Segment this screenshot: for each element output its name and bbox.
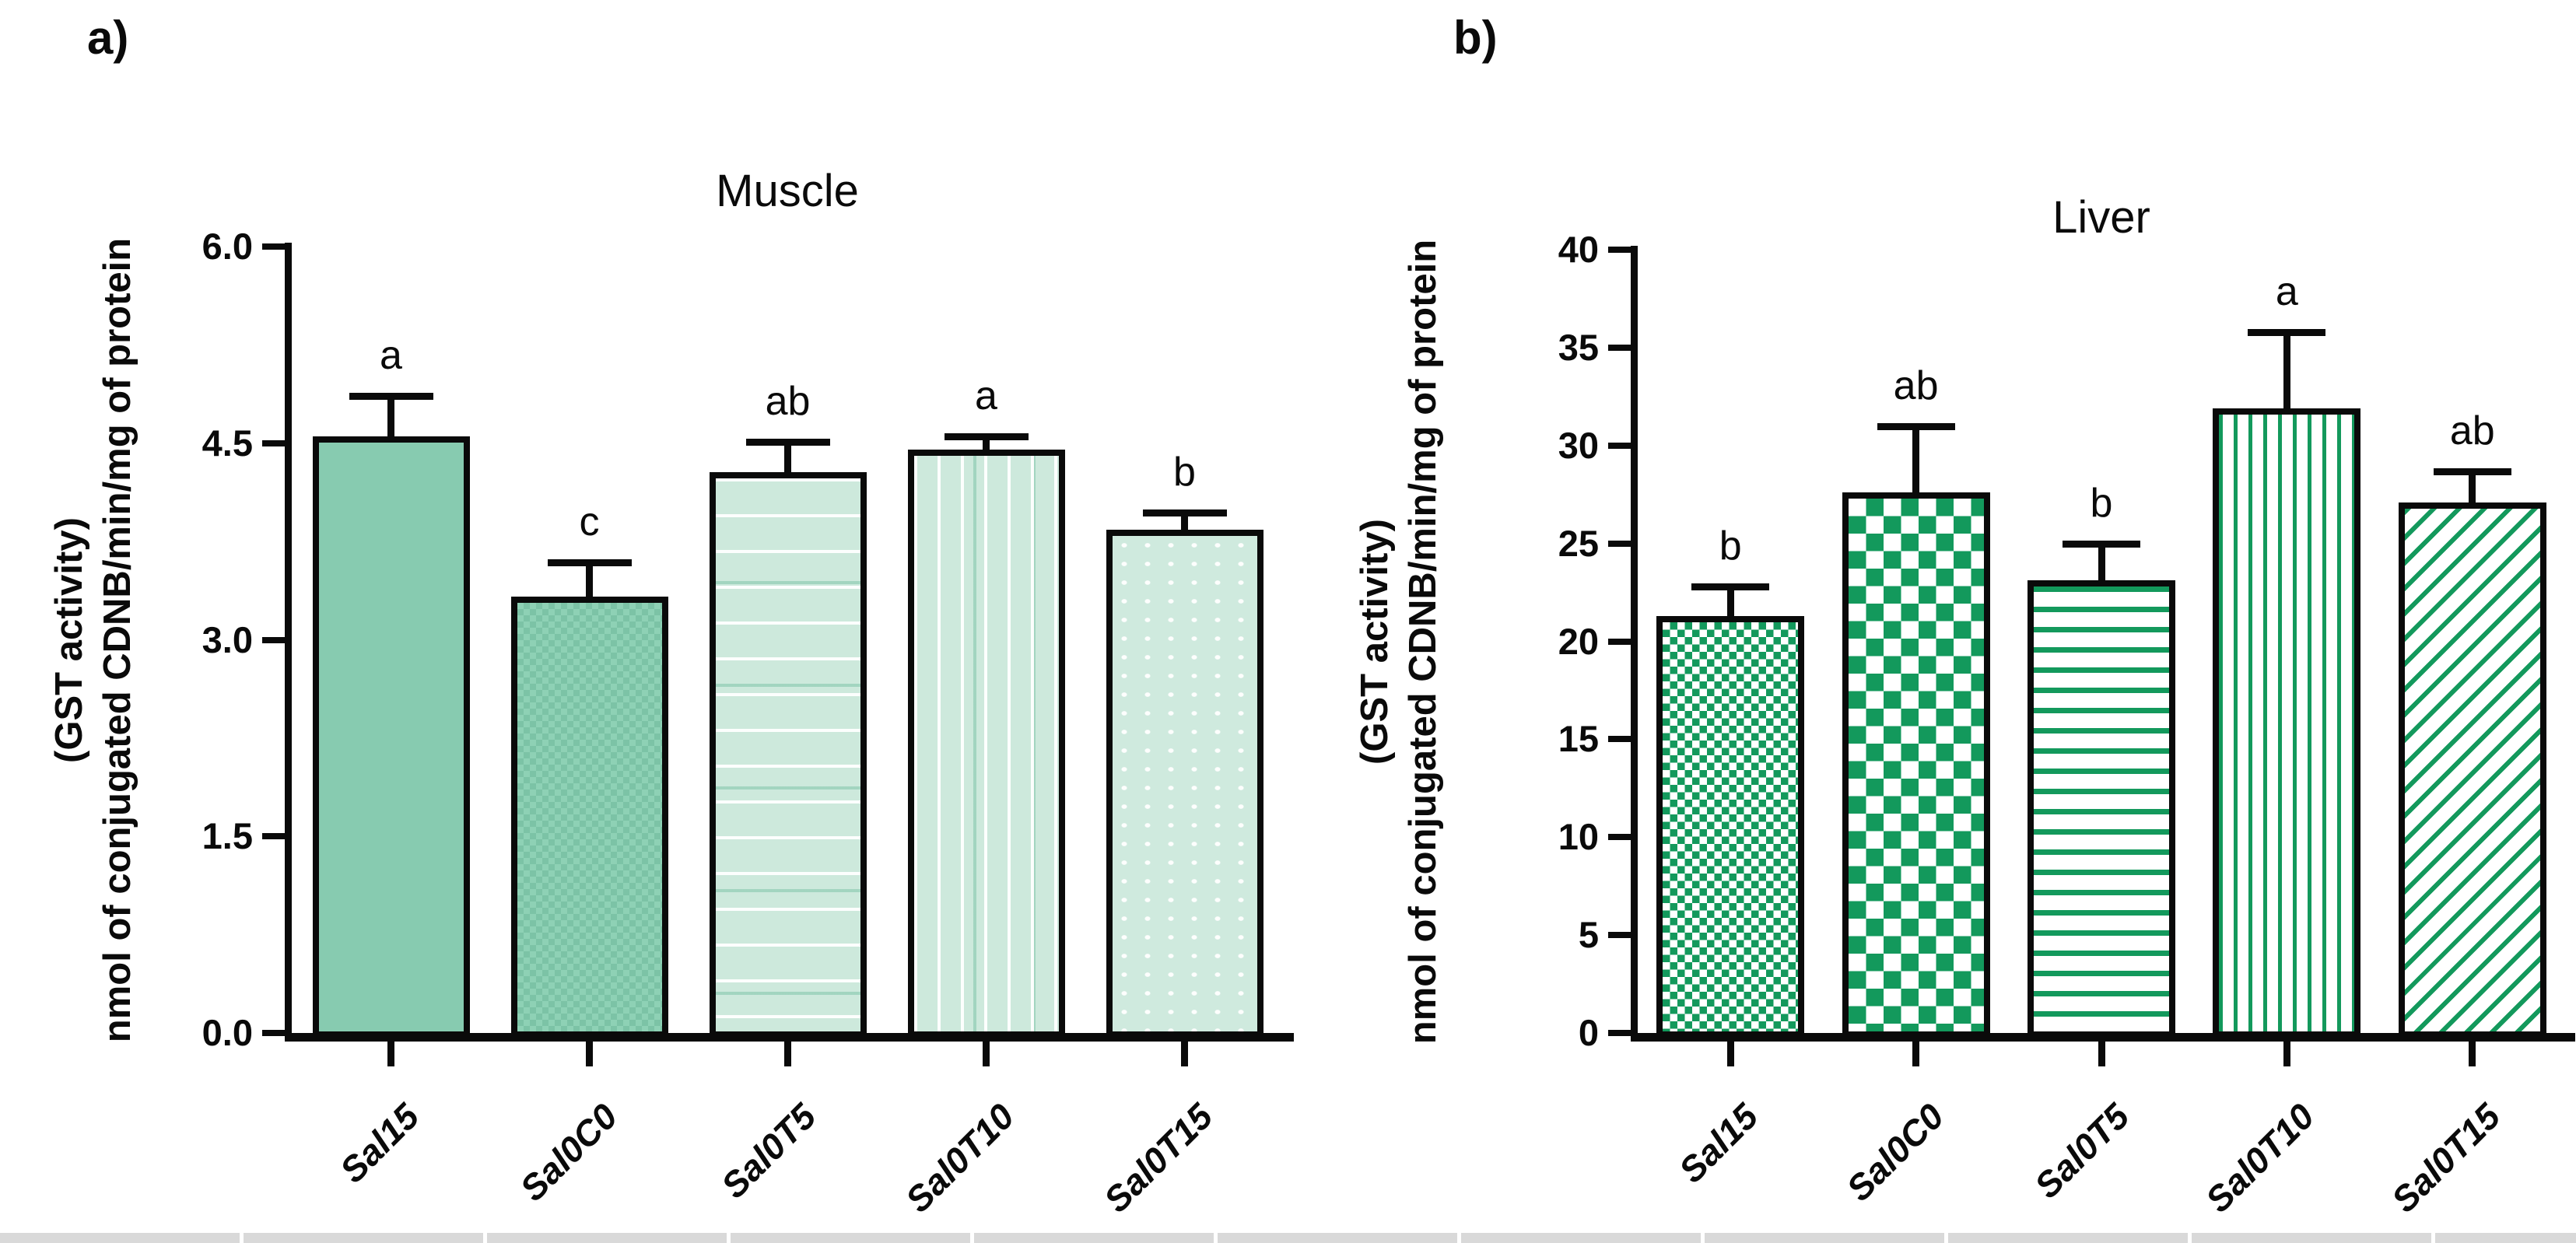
y-axis-line — [285, 243, 292, 1042]
error-bar-cap — [547, 559, 632, 567]
x-tick-label: Sal0C0 — [1838, 1095, 1952, 1209]
x-tick-mark — [784, 1042, 791, 1066]
y-tick-label: 3.0 — [202, 618, 253, 660]
sig-letter: c — [579, 499, 600, 545]
y-axis-label: (GST activity) nmol of conjugated CDNB/mi… — [1351, 19, 1450, 1243]
y-tick-mark — [262, 439, 286, 446]
sig-letter: b — [2090, 480, 2113, 526]
error-bar-cap — [944, 433, 1029, 441]
y-tick-label: 4.5 — [202, 422, 253, 464]
x-tick-label: Sal0T5 — [713, 1095, 823, 1206]
bar — [1106, 529, 1263, 1038]
y-tick-label: 10 — [1558, 816, 1599, 858]
y-axis-label-line: nmol of conjugated CDNB/min/mg of protei… — [1402, 239, 1444, 1044]
y-tick-mark — [1608, 442, 1631, 449]
y-axis-label-line: (GST activity) — [48, 516, 90, 763]
sig-letter: ab — [1893, 362, 1939, 408]
y-tick-label: 30 — [1558, 424, 1599, 466]
y-tick-label: 5 — [1578, 914, 1599, 956]
sig-letter: b — [1173, 450, 1196, 495]
bar — [1656, 615, 1805, 1038]
x-tick-mark — [983, 1042, 990, 1066]
bar — [312, 436, 470, 1038]
bar — [2398, 502, 2546, 1038]
x-tick-mark — [1726, 1042, 1734, 1066]
x-tick-label: Sal15 — [331, 1095, 426, 1191]
error-bar-cap — [2063, 540, 2140, 548]
x-tick-label: Sal15 — [1670, 1095, 1766, 1191]
y-tick-label: 15 — [1558, 718, 1599, 760]
x-tick-label: Sal0T15 — [2383, 1095, 2508, 1220]
bar — [907, 450, 1065, 1038]
panel-letter: b) — [1453, 12, 1498, 64]
y-tick-mark — [262, 1030, 286, 1036]
error-bar-stem — [387, 400, 394, 468]
sig-letter: ab — [765, 379, 811, 425]
y-tick-label: 0.0 — [202, 1012, 253, 1053]
bar — [709, 471, 867, 1038]
bar — [2028, 580, 2175, 1038]
y-tick-label: 20 — [1558, 620, 1599, 662]
x-tick-mark — [2283, 1042, 2290, 1066]
error-bar-cap — [349, 393, 433, 401]
x-tick-mark — [2098, 1042, 2105, 1066]
sig-letter: b — [1719, 523, 1742, 569]
chart-title: Liver — [2052, 192, 2150, 243]
error-bar-cap — [1877, 422, 1955, 430]
x-tick-mark — [2469, 1042, 2476, 1066]
x-tick-mark — [1912, 1042, 1920, 1066]
error-bar-cap — [1142, 509, 1227, 517]
y-tick-mark — [262, 833, 286, 840]
error-bar-cap — [745, 439, 830, 446]
x-tick-mark — [387, 1042, 394, 1066]
y-tick-mark — [1608, 638, 1631, 645]
error-bar-stem — [2283, 335, 2290, 439]
y-tick-label: 0 — [1578, 1012, 1599, 1053]
bar — [2213, 408, 2361, 1038]
y-tick-mark — [262, 636, 286, 643]
y-tick-mark — [1608, 932, 1631, 939]
x-tick-label: Sal0T15 — [1095, 1095, 1220, 1220]
y-tick-mark — [1608, 834, 1631, 841]
chart-title: Muscle — [716, 166, 859, 216]
y-axis-label-line: (GST activity) — [1354, 518, 1396, 765]
y-tick-mark — [1608, 247, 1631, 253]
sig-letter: a — [975, 373, 997, 419]
page-bottom-strip — [0, 1233, 2576, 1243]
y-tick-label: 1.5 — [202, 815, 253, 857]
x-tick-mark — [1181, 1042, 1188, 1066]
y-tick-mark — [262, 243, 286, 250]
panel-letter: a) — [87, 12, 129, 64]
x-tick-mark — [586, 1042, 593, 1066]
y-tick-label: 40 — [1558, 229, 1599, 270]
sig-letter: a — [380, 333, 402, 379]
error-bar-stem — [2098, 547, 2105, 612]
y-tick-label: 6.0 — [202, 226, 253, 267]
y-tick-label: 35 — [1558, 326, 1599, 368]
y-tick-mark — [1608, 1030, 1631, 1036]
y-tick-mark — [1608, 540, 1631, 547]
y-axis-line — [1631, 246, 1638, 1042]
sig-letter: a — [2275, 268, 2298, 314]
y-tick-label: 25 — [1558, 522, 1599, 564]
x-tick-label: Sal0C0 — [511, 1095, 625, 1209]
error-bar-cap — [2433, 467, 2511, 475]
error-bar-stem — [1912, 429, 1920, 524]
bar — [1842, 492, 1990, 1038]
error-bar-cap — [2248, 328, 2326, 336]
y-tick-mark — [1608, 736, 1631, 743]
x-tick-label: Sal0T5 — [2026, 1095, 2137, 1206]
x-tick-label: Sal0T10 — [2198, 1095, 2322, 1220]
bar — [510, 596, 668, 1038]
error-bar-cap — [1691, 583, 1770, 591]
x-tick-label: Sal0T10 — [897, 1095, 1022, 1220]
sig-letter: ab — [2449, 408, 2495, 453]
y-tick-mark — [1608, 344, 1631, 351]
